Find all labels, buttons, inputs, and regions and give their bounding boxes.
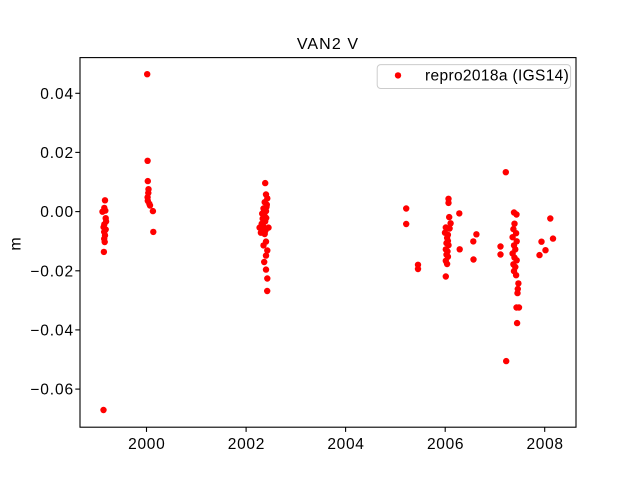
svg-text:2008: 2008: [526, 436, 563, 453]
svg-text:2006: 2006: [427, 436, 464, 453]
svg-text:0.04: 0.04: [40, 86, 74, 103]
svg-text:0.00: 0.00: [40, 204, 74, 221]
svg-text:2000: 2000: [128, 436, 165, 453]
svg-text:−0.06: −0.06: [30, 382, 74, 399]
svg-text:2002: 2002: [228, 436, 265, 453]
svg-text:VAN2 V: VAN2 V: [297, 36, 359, 53]
svg-text:0.02: 0.02: [40, 145, 74, 162]
svg-text:repro2018a (IGS14): repro2018a (IGS14): [425, 67, 569, 84]
svg-text:−0.04: −0.04: [30, 322, 74, 339]
svg-text:−0.02: −0.02: [30, 263, 74, 280]
svg-text:m: m: [8, 237, 25, 250]
svg-text:2004: 2004: [327, 436, 364, 453]
